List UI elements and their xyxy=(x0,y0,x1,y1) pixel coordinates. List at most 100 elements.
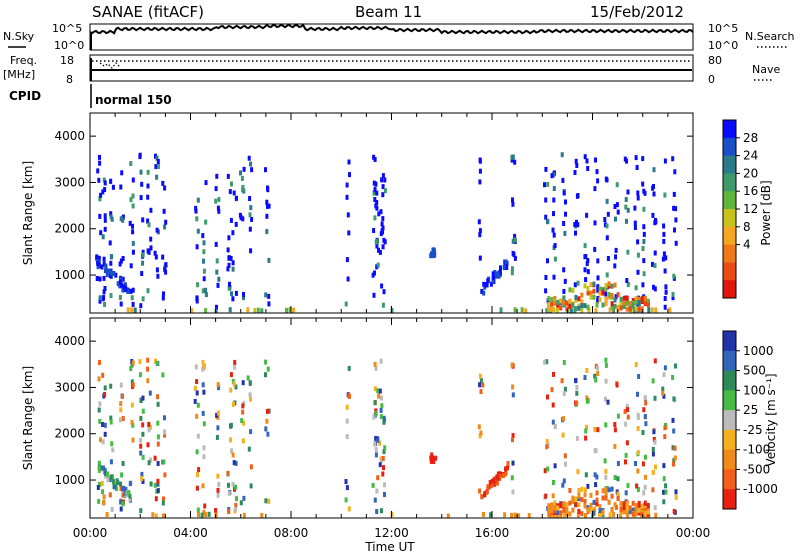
velocity-cell xyxy=(592,510,596,516)
velocity-cell xyxy=(510,362,514,368)
freq-panel: Freq. [MHz] 18 8 80 0 Nave xyxy=(3,54,780,86)
power-cell xyxy=(544,166,548,172)
velocity-cell xyxy=(102,465,105,471)
velocity-cell xyxy=(148,390,152,396)
power-cell xyxy=(550,173,554,179)
power-cell xyxy=(614,216,617,222)
power-cell xyxy=(95,276,99,281)
power-cell xyxy=(372,292,376,298)
velocity-cell xyxy=(636,426,640,431)
velocity-cell xyxy=(607,499,611,505)
velocity-cell xyxy=(672,396,676,402)
power-cell xyxy=(383,188,387,194)
power-cell xyxy=(663,268,667,274)
velocity-cell xyxy=(636,450,640,456)
power-cell xyxy=(653,250,657,256)
velocity-cell xyxy=(574,502,578,508)
power-cell xyxy=(592,281,596,287)
power-cell xyxy=(513,159,517,165)
velocity-cell xyxy=(128,481,132,487)
power-colorbar-swatch xyxy=(723,244,736,263)
velocity-cell xyxy=(103,392,107,397)
velocity-cell xyxy=(248,392,252,398)
velocity-cell xyxy=(551,419,555,425)
power-cell xyxy=(544,197,548,203)
velocity-cell xyxy=(140,476,144,481)
power-cell xyxy=(190,308,193,314)
velocity-cell xyxy=(575,390,579,396)
velocity-cell xyxy=(478,433,482,439)
power-cell xyxy=(623,156,627,162)
power-cell xyxy=(552,274,556,280)
velocity-cell xyxy=(154,496,158,502)
velocity-cell xyxy=(146,378,150,384)
velocity-cell xyxy=(141,454,145,460)
power-cell xyxy=(109,211,113,217)
velocity-cell xyxy=(663,365,667,371)
velocity-colorbar-swatch xyxy=(723,390,736,411)
velocity-cell xyxy=(201,366,205,372)
power-cell xyxy=(202,240,206,246)
velocity-cell xyxy=(124,486,128,492)
power-cell xyxy=(586,258,590,263)
power-cell xyxy=(546,258,549,264)
velocity-cell xyxy=(156,488,160,494)
velocity-cell xyxy=(200,512,204,518)
power-cell xyxy=(502,264,506,270)
velocity-cell xyxy=(141,479,145,484)
power-cell xyxy=(119,301,123,307)
power-cell xyxy=(662,238,666,244)
velocity-cell xyxy=(612,511,616,517)
power-cell xyxy=(381,216,385,222)
power-cell xyxy=(634,155,638,161)
velocity-ytick-label: 3000 xyxy=(54,380,85,394)
velocity-cell xyxy=(345,418,349,424)
power-cell xyxy=(196,197,200,203)
velocity-cell xyxy=(604,495,608,501)
power-cell xyxy=(377,211,381,217)
velocity-cell xyxy=(131,382,135,388)
velocity-cell xyxy=(141,408,145,414)
power-cell xyxy=(119,258,123,264)
power-cell xyxy=(131,287,135,293)
velocity-cell xyxy=(378,462,382,468)
power-cell xyxy=(551,227,555,233)
velocity-cell xyxy=(373,497,377,503)
power-cell xyxy=(381,244,385,250)
nave-tick-top: 80 xyxy=(708,54,722,67)
velocity-cell xyxy=(583,487,587,493)
velocity-cell xyxy=(562,501,566,507)
power-cell xyxy=(510,157,514,163)
power-cell xyxy=(141,249,145,255)
power-cell xyxy=(583,283,587,289)
velocity-cell xyxy=(577,488,581,493)
power-cell xyxy=(139,303,143,309)
power-cell xyxy=(583,267,587,273)
power-cell xyxy=(637,306,641,312)
velocity-cell xyxy=(345,434,349,440)
velocity-cell xyxy=(264,498,268,504)
power-cell xyxy=(553,256,557,262)
velocity-cell xyxy=(672,509,676,514)
velocity-cell xyxy=(229,372,233,378)
power-cell xyxy=(234,290,238,296)
power-cell xyxy=(109,270,113,276)
velocity-cell xyxy=(140,471,144,477)
power-cell xyxy=(601,287,605,293)
power-cell xyxy=(561,177,565,183)
power-cell xyxy=(511,238,515,244)
velocity-cell xyxy=(634,504,638,510)
nsearch-tick-bottom: 10^0 xyxy=(708,39,738,52)
power-cell xyxy=(202,268,206,274)
power-cell xyxy=(96,168,100,174)
velocity-cell xyxy=(643,414,647,419)
velocity-cell xyxy=(378,440,382,446)
velocity-cell xyxy=(241,438,245,444)
power-cell xyxy=(381,173,385,179)
power-cell xyxy=(674,217,678,223)
power-cell xyxy=(103,187,107,192)
velocity-cell xyxy=(594,482,598,488)
power-cell xyxy=(622,300,626,306)
power-cell xyxy=(491,271,495,277)
velocity-cell xyxy=(543,359,547,365)
